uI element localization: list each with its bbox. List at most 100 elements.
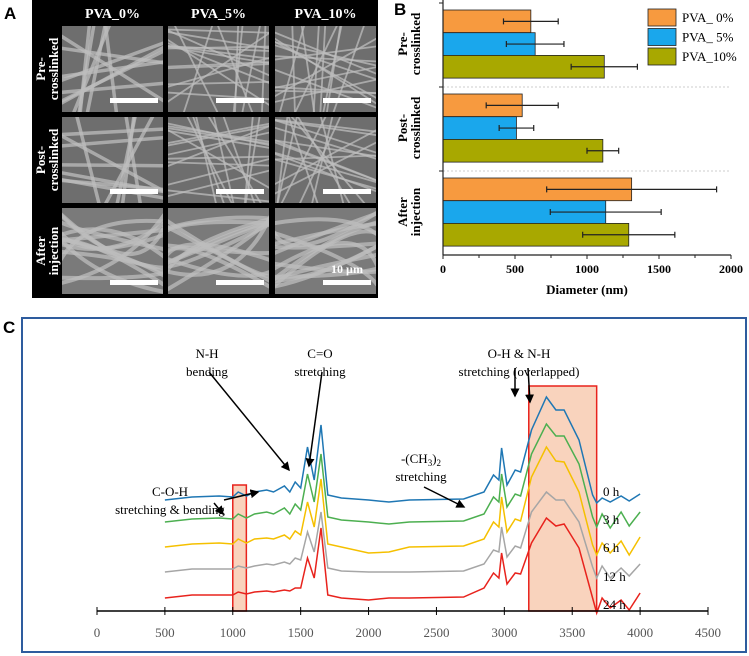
fiber — [168, 189, 269, 203]
sem-image — [275, 208, 376, 294]
column-header: PVA_5% — [191, 7, 246, 22]
fiber — [275, 139, 376, 182]
legend-label: PVA_ 5% — [682, 30, 734, 45]
fiber — [168, 32, 269, 103]
fiber — [234, 26, 240, 112]
x-tick-label: 3000 — [491, 625, 517, 640]
fiber — [62, 49, 163, 103]
x-tick-label: 2000 — [719, 262, 743, 276]
error-bar — [505, 41, 565, 48]
fiber — [276, 117, 298, 203]
arrow — [223, 489, 260, 501]
chart-frame — [21, 317, 747, 653]
fiber — [168, 222, 269, 269]
fiber — [182, 26, 214, 112]
fiber — [261, 26, 267, 112]
fiber — [275, 55, 376, 63]
annotation-ch3: stretching — [395, 469, 447, 484]
row-label: Post-crosslinked — [33, 128, 61, 191]
annotation-coh: C-O-H — [152, 484, 188, 499]
fiber — [62, 227, 163, 259]
fiber — [213, 117, 235, 203]
annotation-nh: N-H — [195, 346, 218, 361]
sem-images: PVA_0% PVA_5% PVA_10% Pre-crosslinked Post-c… — [33, 7, 376, 294]
fiber — [62, 163, 163, 168]
scale-bar — [110, 98, 158, 103]
fiber — [75, 117, 101, 203]
fiber — [186, 117, 233, 203]
sem-image — [168, 208, 269, 294]
sem-image — [168, 117, 269, 203]
annotation-oh: stretching (overlapped) — [459, 364, 580, 379]
sem-image — [62, 26, 163, 112]
column-header: PVA_10% — [295, 7, 357, 22]
column-header: PVA_0% — [85, 7, 140, 22]
fiber — [222, 117, 256, 203]
fiber — [168, 29, 269, 77]
error-bar — [549, 209, 662, 216]
x-tick-label: 0 — [440, 262, 446, 276]
spectrum-line — [164, 445, 641, 557]
fiber — [276, 117, 289, 203]
scale-bar — [216, 280, 264, 285]
fiber — [168, 169, 269, 198]
fiber — [168, 31, 269, 50]
series-label: 12 h — [603, 569, 626, 584]
fiber — [62, 271, 163, 281]
x-axis-title: Diameter (nm) — [546, 282, 628, 297]
fiber — [275, 241, 376, 271]
fiber — [279, 26, 305, 112]
fiber — [275, 45, 376, 61]
fiber — [332, 26, 365, 112]
fiber — [168, 131, 269, 156]
sem-image — [62, 208, 163, 294]
row-label: Afterinjection — [33, 226, 61, 275]
arrow — [423, 486, 466, 508]
fiber — [168, 56, 269, 88]
error-bar — [586, 147, 620, 154]
legend-swatch — [647, 47, 677, 66]
sem-grid: PVA_0% PVA_5% PVA_10% Pre-crosslinked Post-c… — [32, 0, 378, 298]
fiber — [168, 122, 269, 145]
legend-label: PVA_10% — [682, 49, 737, 64]
fiber — [311, 117, 334, 203]
fiber — [275, 66, 376, 89]
fiber — [168, 45, 269, 52]
scale-bar — [216, 98, 264, 103]
fiber — [322, 26, 343, 112]
scale-bar — [110, 189, 158, 194]
fiber — [275, 119, 376, 136]
fiber — [168, 127, 269, 145]
scale-bar — [323, 98, 371, 103]
spectrum-line — [164, 422, 641, 530]
arrow — [213, 502, 224, 516]
sem-image — [62, 117, 163, 203]
spectrum-line — [164, 395, 641, 505]
fiber — [168, 129, 269, 189]
scale-bar — [216, 189, 264, 194]
fiber — [275, 158, 376, 190]
fiber — [275, 229, 376, 288]
fiber — [275, 139, 376, 158]
x-tick-label: 2000 — [356, 625, 382, 640]
spectrum-line — [164, 490, 641, 580]
fiber — [275, 152, 376, 193]
category-label: Post-crosslinked — [395, 96, 423, 159]
legend-label: PVA_ 0% — [682, 10, 734, 25]
x-tick-label: 0 — [94, 625, 101, 640]
x-tick-label: 1500 — [288, 625, 314, 640]
fiber — [275, 211, 376, 255]
sem-image — [275, 26, 376, 112]
fiber — [115, 117, 137, 203]
fiber — [168, 61, 269, 68]
annotation-coh: stretching & bending — [115, 502, 225, 517]
fiber — [275, 44, 376, 81]
fiber — [62, 60, 163, 79]
panel-c-label: C — [3, 318, 16, 337]
x-tick-label: 500 — [155, 625, 175, 640]
fiber — [207, 117, 262, 203]
fiber — [294, 26, 338, 112]
series-label: 24 h — [603, 597, 626, 612]
annotation-ch3: -(CH3)2 — [401, 451, 441, 468]
